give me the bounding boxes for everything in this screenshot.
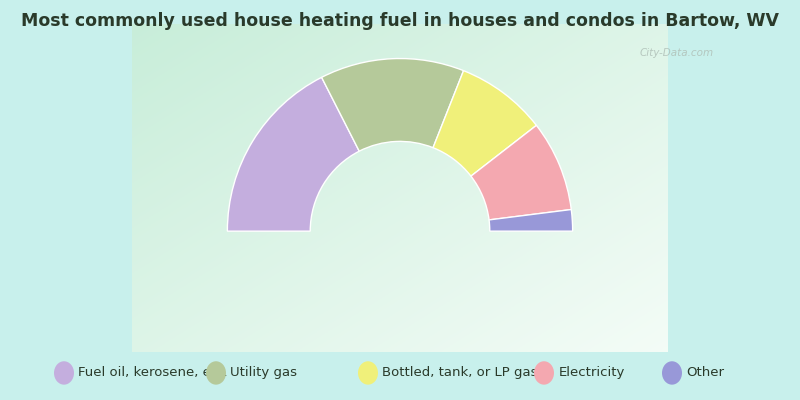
Wedge shape (471, 125, 571, 220)
Text: Most commonly used house heating fuel in houses and condos in Bartow, WV: Most commonly used house heating fuel in… (21, 12, 779, 30)
Ellipse shape (534, 361, 554, 385)
Text: Fuel oil, kerosene, etc.: Fuel oil, kerosene, etc. (78, 366, 228, 380)
Wedge shape (227, 77, 359, 231)
Text: Other: Other (686, 366, 725, 380)
Text: Electricity: Electricity (558, 366, 625, 380)
Wedge shape (489, 210, 573, 231)
Text: Utility gas: Utility gas (230, 366, 298, 380)
Text: City-Data.com: City-Data.com (640, 48, 714, 58)
Wedge shape (433, 71, 537, 176)
Ellipse shape (54, 361, 74, 385)
Wedge shape (322, 58, 463, 151)
Ellipse shape (358, 361, 378, 385)
Ellipse shape (662, 361, 682, 385)
Text: Bottled, tank, or LP gas: Bottled, tank, or LP gas (382, 366, 538, 380)
Ellipse shape (206, 361, 226, 385)
